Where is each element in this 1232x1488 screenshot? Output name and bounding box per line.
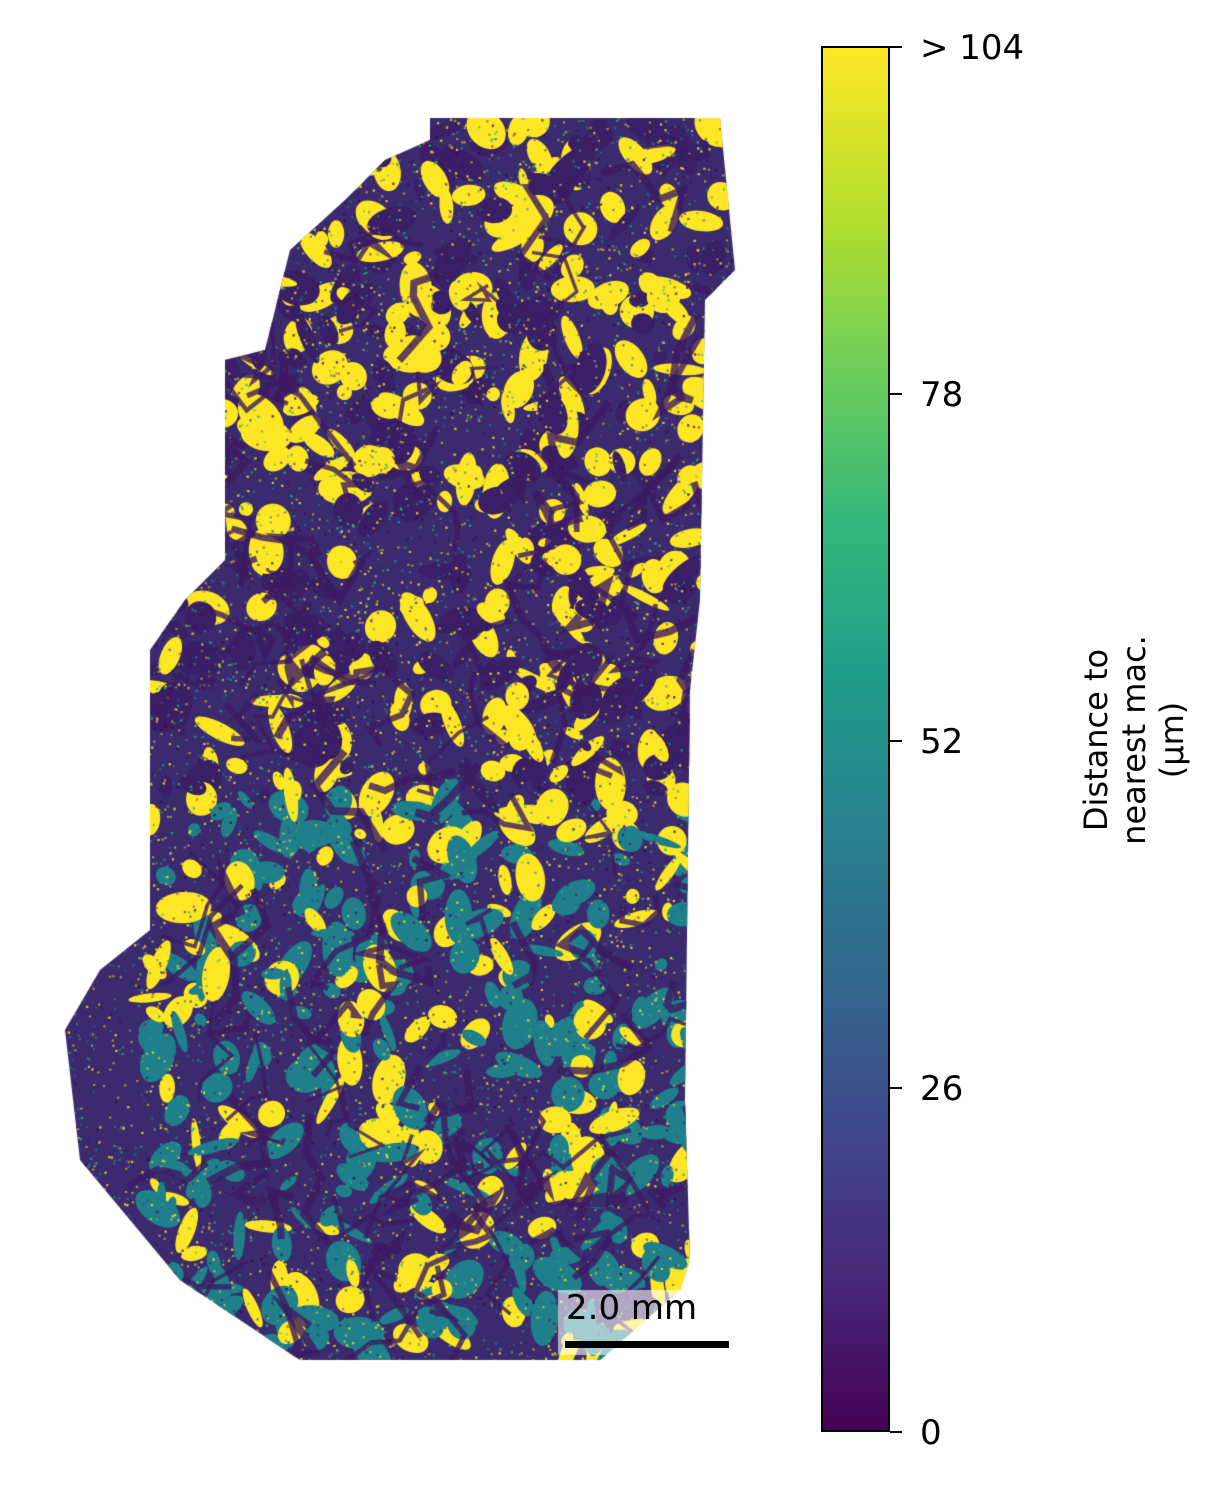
colorbar-tick-label-0: 0: [920, 1413, 942, 1453]
colorbar-tick-0: [890, 1431, 902, 1433]
scale-bar: [565, 1341, 729, 1348]
colorbar: [821, 46, 890, 1432]
colorbar-tick-52: [890, 740, 902, 742]
colorbar-tick-label-52: 52: [920, 722, 964, 762]
colorbar-tick-26: [890, 1087, 902, 1089]
colorbar-tick-label-78: 78: [920, 375, 964, 415]
colorbar-tick-label-104: > 104: [920, 28, 1025, 68]
colorbar-tick-label-26: 26: [920, 1069, 964, 1109]
scale-bar-label: 2.0 mm: [566, 1288, 698, 1328]
colorbar-tick-78: [890, 393, 902, 395]
colorbar-tick-104: [890, 46, 902, 48]
colorbar-label: Distance to nearest mac. (µm): [1077, 635, 1191, 845]
